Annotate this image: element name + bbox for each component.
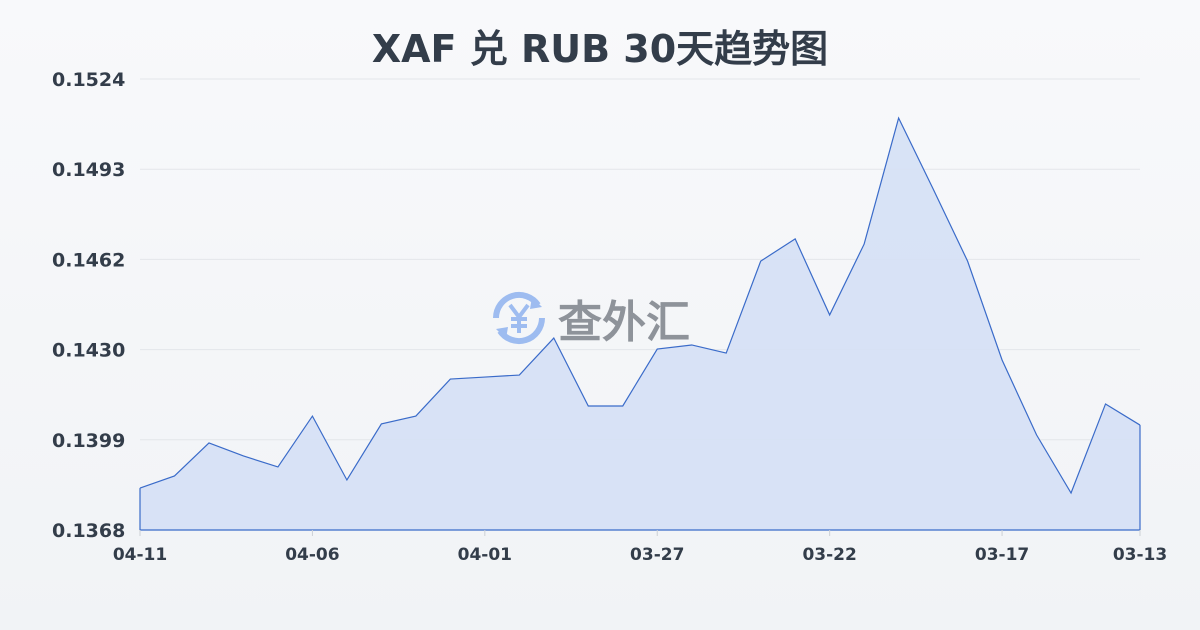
x-tick-label: 03-22: [802, 545, 856, 565]
x-tick-label: 04-06: [285, 545, 339, 565]
y-tick-label: 0.1524: [52, 69, 125, 91]
watermark: 查外汇: [488, 286, 690, 350]
y-tick-label: 0.1462: [52, 249, 125, 271]
x-tick-label: 04-11: [113, 545, 167, 565]
y-tick-label: 0.1368: [52, 520, 125, 542]
series-line: [139, 116, 1141, 495]
x-tick-label: 03-13: [1113, 545, 1167, 565]
x-tick-label: 03-17: [975, 545, 1029, 565]
chart-title: XAF 兑 RUB 30天趋势图: [371, 27, 829, 71]
y-tick-label: 0.1399: [52, 430, 125, 452]
x-tick-label: 04-01: [458, 545, 512, 565]
y-tick-label: 0.1493: [52, 159, 125, 181]
area-fill: [140, 118, 1140, 531]
y-tick-label: 0.1430: [52, 340, 125, 362]
yen-exchange-icon: [492, 291, 546, 345]
watermark-text: 查外汇: [558, 297, 690, 348]
x-tick-label: 03-27: [630, 545, 684, 565]
